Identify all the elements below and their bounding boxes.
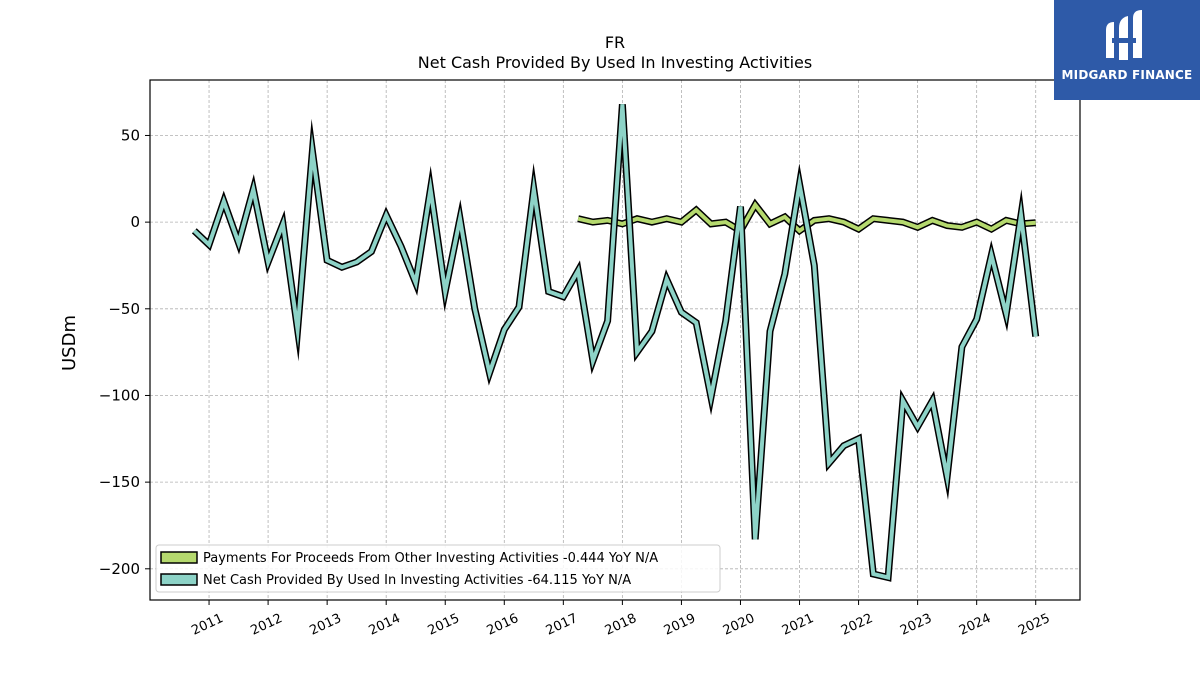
x-tick-label: 2023 bbox=[898, 611, 934, 639]
legend-label-payments: Payments For Proceeds From Other Investi… bbox=[203, 551, 658, 566]
y-tick-label: −100 bbox=[99, 386, 140, 404]
y-tick-label: −150 bbox=[99, 473, 140, 491]
x-tick-label: 2011 bbox=[189, 611, 225, 639]
legend: Payments For Proceeds From Other Investi… bbox=[155, 544, 721, 593]
series-outline-net-cash bbox=[191, 104, 1040, 582]
brand-logo: MIDGARD FINANCE bbox=[1054, 0, 1200, 100]
legend-box bbox=[155, 544, 721, 593]
legend-swatch-payments bbox=[160, 551, 198, 564]
x-tick-label: 2012 bbox=[248, 611, 284, 639]
series-line-net-cash bbox=[192, 104, 1038, 580]
y-tick-label: 50 bbox=[121, 126, 140, 144]
y-tick-label: −50 bbox=[108, 300, 140, 318]
plot-frame bbox=[149, 79, 1081, 601]
x-tick-label: 2021 bbox=[780, 611, 816, 639]
brand-name: MIDGARD FINANCE bbox=[1061, 68, 1193, 82]
plot-area bbox=[191, 104, 1040, 582]
y-tick-label: 0 bbox=[130, 213, 140, 231]
grid bbox=[150, 80, 1080, 600]
x-tick-label: 2018 bbox=[603, 611, 639, 639]
x-tick-label: 2024 bbox=[957, 611, 993, 639]
x-tick-label: 2015 bbox=[426, 611, 462, 639]
x-tick-label: 2019 bbox=[662, 611, 698, 639]
y-axis-label: USDm bbox=[59, 315, 80, 371]
x-tick-label: 2014 bbox=[367, 611, 403, 639]
chart-title: FR bbox=[605, 33, 625, 52]
legend-label-net-cash: Net Cash Provided By Used In Investing A… bbox=[203, 573, 631, 588]
x-tick-label: 2016 bbox=[485, 611, 521, 639]
x-tick-label: 2013 bbox=[307, 611, 343, 639]
logo-mark-icon bbox=[1106, 10, 1142, 60]
x-tick-label: 2020 bbox=[721, 611, 757, 639]
y-tick-label: −200 bbox=[99, 560, 140, 578]
x-tick-label: 2025 bbox=[1016, 611, 1052, 639]
chart-subtitle: Net Cash Provided By Used In Investing A… bbox=[418, 53, 812, 72]
legend-swatch-net-cash bbox=[160, 573, 198, 586]
x-tick-label: 2017 bbox=[544, 611, 580, 639]
x-tick-label: 2022 bbox=[839, 611, 875, 639]
